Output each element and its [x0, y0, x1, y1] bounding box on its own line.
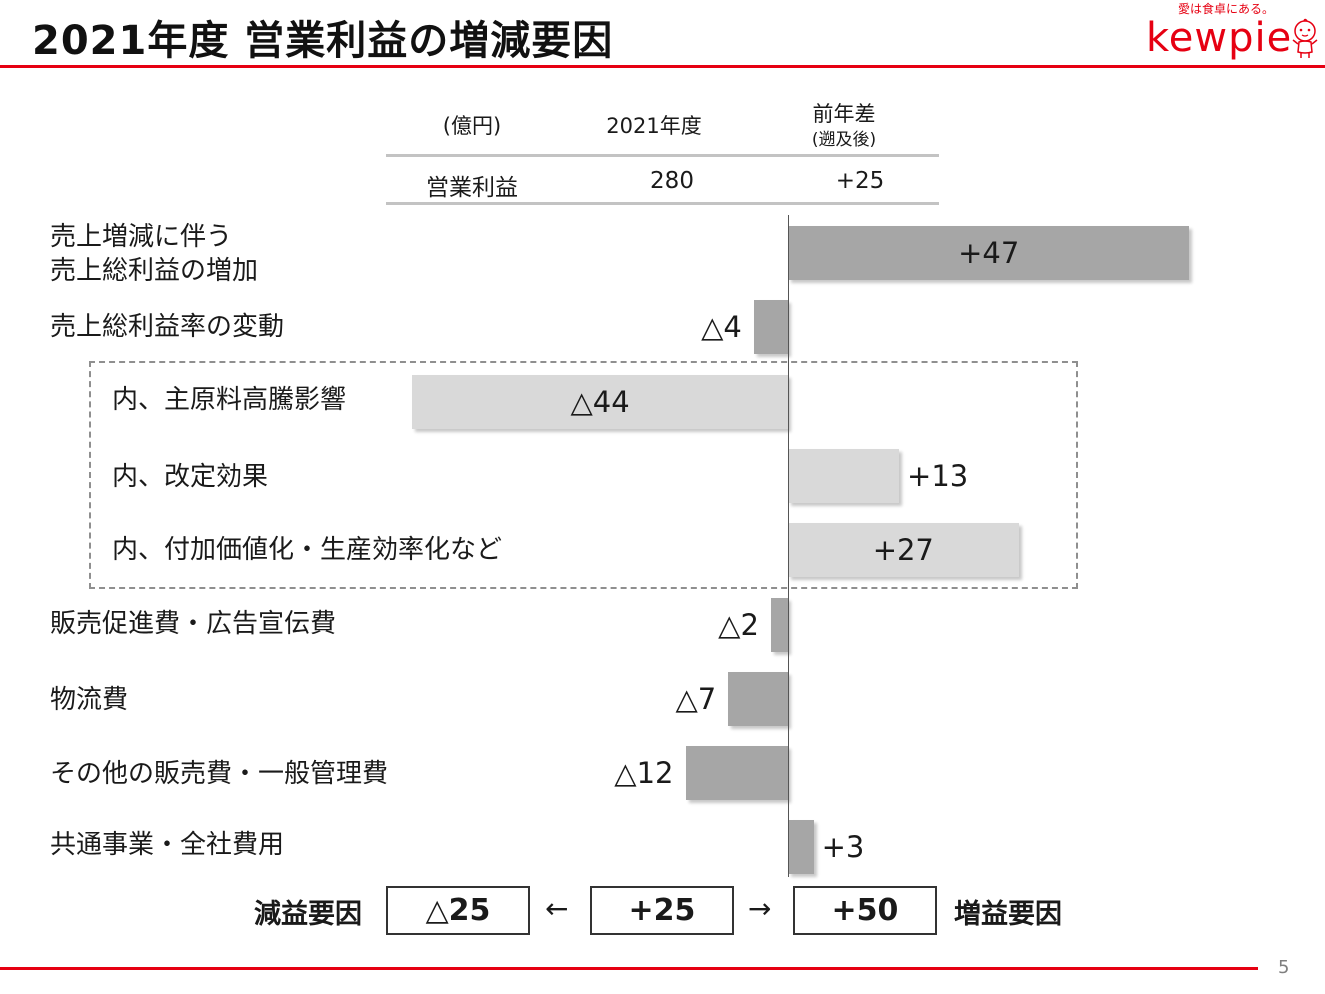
increase-total-box: +50 — [793, 886, 937, 935]
bar — [685, 746, 788, 800]
bar — [788, 820, 814, 874]
bar — [788, 226, 1190, 280]
category-label: 売上増減に伴う 売上総利益の増加 — [50, 222, 259, 286]
zero-axis-line — [788, 215, 789, 877]
decrease-total-box: △25 — [386, 886, 530, 935]
category-label: その他の販売費・一般管理費 — [50, 759, 389, 789]
category-label: 内、付加価値化・生産効率化など — [112, 535, 503, 565]
data-label: △44 — [570, 385, 630, 419]
footer-rule — [0, 967, 1258, 970]
table-row-label: 営業利益 — [426, 175, 518, 201]
kewpie-logo: kewpie — [1146, 15, 1293, 61]
table-header-yoy: 前年差 — [812, 102, 876, 126]
right-arrow-icon: → — [748, 892, 772, 925]
data-label: △7 — [675, 682, 717, 716]
logo-tagline: 愛は食卓にある。 — [1178, 2, 1275, 16]
kewpie-mascot-icon — [1292, 18, 1318, 58]
bar — [753, 300, 788, 354]
table-bottom-rule — [386, 202, 939, 205]
bar — [788, 523, 1019, 577]
category-label: 販売促進費・広告宣伝費 — [50, 609, 337, 639]
category-label: 内、改定効果 — [112, 462, 269, 492]
table-header-yoy-note: (遡及後) — [811, 130, 877, 150]
data-label: +13 — [907, 459, 969, 493]
data-label: △2 — [718, 608, 759, 642]
net-total-box: +25 — [590, 886, 734, 935]
bar — [728, 672, 788, 726]
table-cell-yoy: +25 — [835, 168, 885, 194]
bar — [412, 375, 788, 429]
category-label: 共通事業・全社費用 — [50, 830, 285, 860]
data-label: △4 — [701, 310, 742, 344]
table-top-rule — [386, 154, 939, 157]
category-label: 内、主原料高騰影響 — [112, 385, 347, 415]
bar — [770, 598, 788, 652]
increase-factors-label: 増益要因 — [954, 899, 1062, 930]
category-label: 物流費 — [50, 685, 129, 715]
data-label: +47 — [958, 236, 1020, 270]
data-label: +27 — [872, 533, 934, 567]
page-title: 2021年度 営業利益の増減要因 — [32, 18, 614, 64]
title-rule — [0, 65, 1325, 68]
breakdown-group-box — [89, 361, 1078, 589]
category-label: 売上総利益率の変動 — [50, 312, 285, 342]
data-label: +3 — [821, 830, 865, 864]
table-cell-2021: 280 — [650, 168, 694, 194]
data-label: △12 — [614, 756, 674, 790]
left-arrow-icon: ← — [545, 892, 569, 925]
table-header-year: 2021年度 — [606, 114, 702, 138]
decrease-factors-label: 減益要因 — [254, 899, 362, 930]
table-header-unit: (億円) — [442, 114, 502, 138]
page-number: 5 — [1278, 957, 1290, 978]
bar — [788, 449, 900, 503]
